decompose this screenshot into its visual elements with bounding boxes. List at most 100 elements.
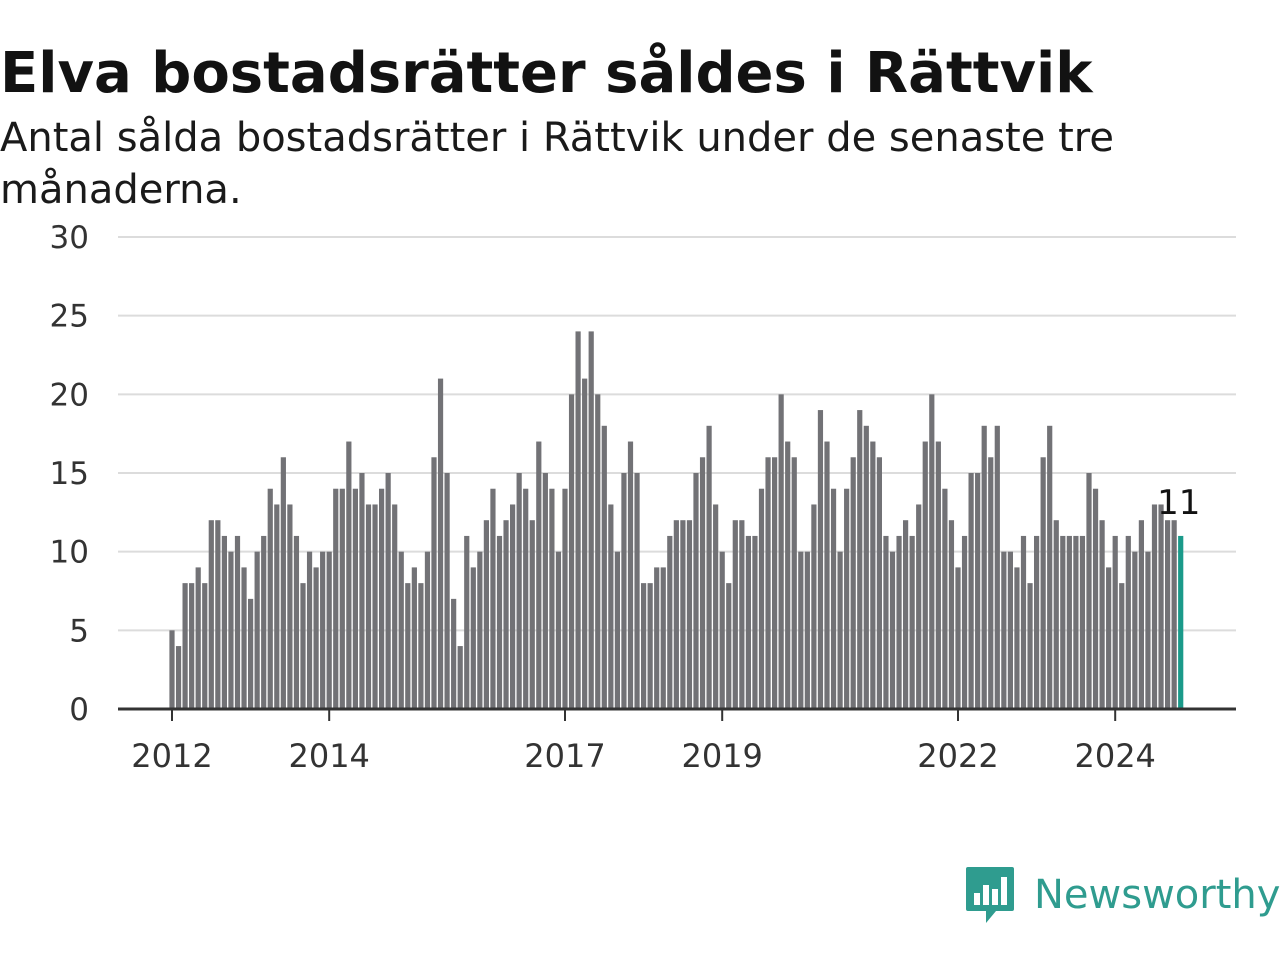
- bars: [169, 331, 1184, 709]
- bar-chart-speech-bubble-icon: [966, 867, 1014, 923]
- bar: [208, 520, 214, 709]
- bar: [752, 535, 758, 709]
- x-tick-label: 2012: [131, 737, 212, 775]
- bar: [405, 583, 411, 709]
- bar: [1106, 567, 1112, 709]
- bar: [916, 504, 922, 709]
- bar: [850, 457, 856, 709]
- bar: [542, 473, 548, 709]
- bar: [1079, 535, 1086, 709]
- bar: [667, 535, 673, 709]
- bar: [333, 488, 339, 709]
- bar: [955, 567, 961, 709]
- bar: [1020, 535, 1027, 709]
- bar: [942, 488, 948, 709]
- bar: [483, 520, 489, 709]
- bar: [490, 488, 496, 709]
- bar: [935, 441, 941, 709]
- bar: [654, 567, 660, 709]
- x-tick-label: 2024: [1074, 737, 1155, 775]
- y-tick-label: 5: [69, 613, 89, 649]
- bar: [267, 488, 273, 709]
- bar: [588, 331, 594, 709]
- x-tick-label: 2022: [917, 737, 998, 775]
- bar: [339, 488, 345, 709]
- bar: [791, 457, 797, 709]
- bar: [516, 473, 522, 709]
- bar: [189, 583, 195, 709]
- bar: [464, 535, 470, 709]
- bar: [817, 410, 824, 709]
- bar: [1066, 535, 1072, 709]
- bar: [903, 520, 909, 709]
- bar: [575, 331, 581, 709]
- bar: [359, 473, 365, 709]
- bar: [706, 425, 712, 709]
- bar: [627, 441, 634, 709]
- bar: [968, 473, 974, 709]
- bar: [202, 583, 208, 709]
- bar: [424, 551, 431, 709]
- bar: [457, 646, 463, 709]
- bar: [614, 551, 620, 709]
- bar: [293, 535, 300, 709]
- bar: [1060, 535, 1066, 709]
- bar: [437, 378, 444, 709]
- bar: [1014, 567, 1020, 709]
- bar: [1132, 551, 1138, 709]
- bar: [555, 551, 562, 709]
- bar: [529, 520, 535, 709]
- bar: [608, 504, 614, 709]
- bar: [1119, 583, 1125, 709]
- bar: [470, 567, 476, 709]
- bar: [444, 473, 450, 709]
- bar: [824, 441, 830, 709]
- bar: [1151, 504, 1158, 709]
- bar: [595, 394, 601, 709]
- bar: [673, 520, 679, 709]
- bar: [739, 520, 745, 709]
- bar: [1053, 520, 1059, 709]
- bar: [274, 504, 280, 709]
- bar-chart: 0 5 10 15 20 25 30 2012 2014 2017 2019 2022 2024 11: [50, 220, 1236, 775]
- bar: [451, 598, 457, 709]
- bar: [1027, 583, 1033, 709]
- bar: [241, 567, 247, 709]
- bar: [713, 504, 719, 709]
- bar: [975, 473, 981, 709]
- brand-name: Newsworthy: [1034, 872, 1280, 918]
- bar: [870, 441, 876, 709]
- bar: [837, 551, 843, 709]
- bar: [1092, 488, 1099, 709]
- y-tick-label: 10: [50, 535, 89, 571]
- bar: [1040, 457, 1046, 709]
- bar: [699, 457, 706, 709]
- bar: [169, 630, 175, 709]
- bar: [889, 551, 896, 709]
- bar: [778, 394, 784, 709]
- bar: [1099, 520, 1105, 709]
- bar: [313, 567, 319, 709]
- bar: [765, 457, 771, 709]
- bar: [909, 535, 915, 709]
- bar: [621, 473, 627, 709]
- bar: [758, 488, 765, 709]
- bar: [431, 457, 437, 709]
- bar: [876, 457, 882, 709]
- bar: [352, 488, 358, 709]
- x-tick-label: 2019: [681, 737, 762, 775]
- bar: [582, 378, 588, 709]
- bar: [254, 551, 260, 709]
- y-tick-label: 30: [50, 220, 89, 256]
- bar: [1007, 551, 1013, 709]
- bar-latest: [1178, 535, 1184, 709]
- last-value-label: 11: [1157, 483, 1200, 523]
- y-axis-ticks: 0 5 10 15 20 25 30: [50, 220, 89, 728]
- x-tick-label: 2017: [524, 737, 605, 775]
- bar: [883, 535, 889, 709]
- bar: [1112, 535, 1118, 709]
- bar: [772, 457, 778, 709]
- bar: [961, 535, 968, 709]
- bar: [1165, 520, 1171, 709]
- bar: [346, 441, 352, 709]
